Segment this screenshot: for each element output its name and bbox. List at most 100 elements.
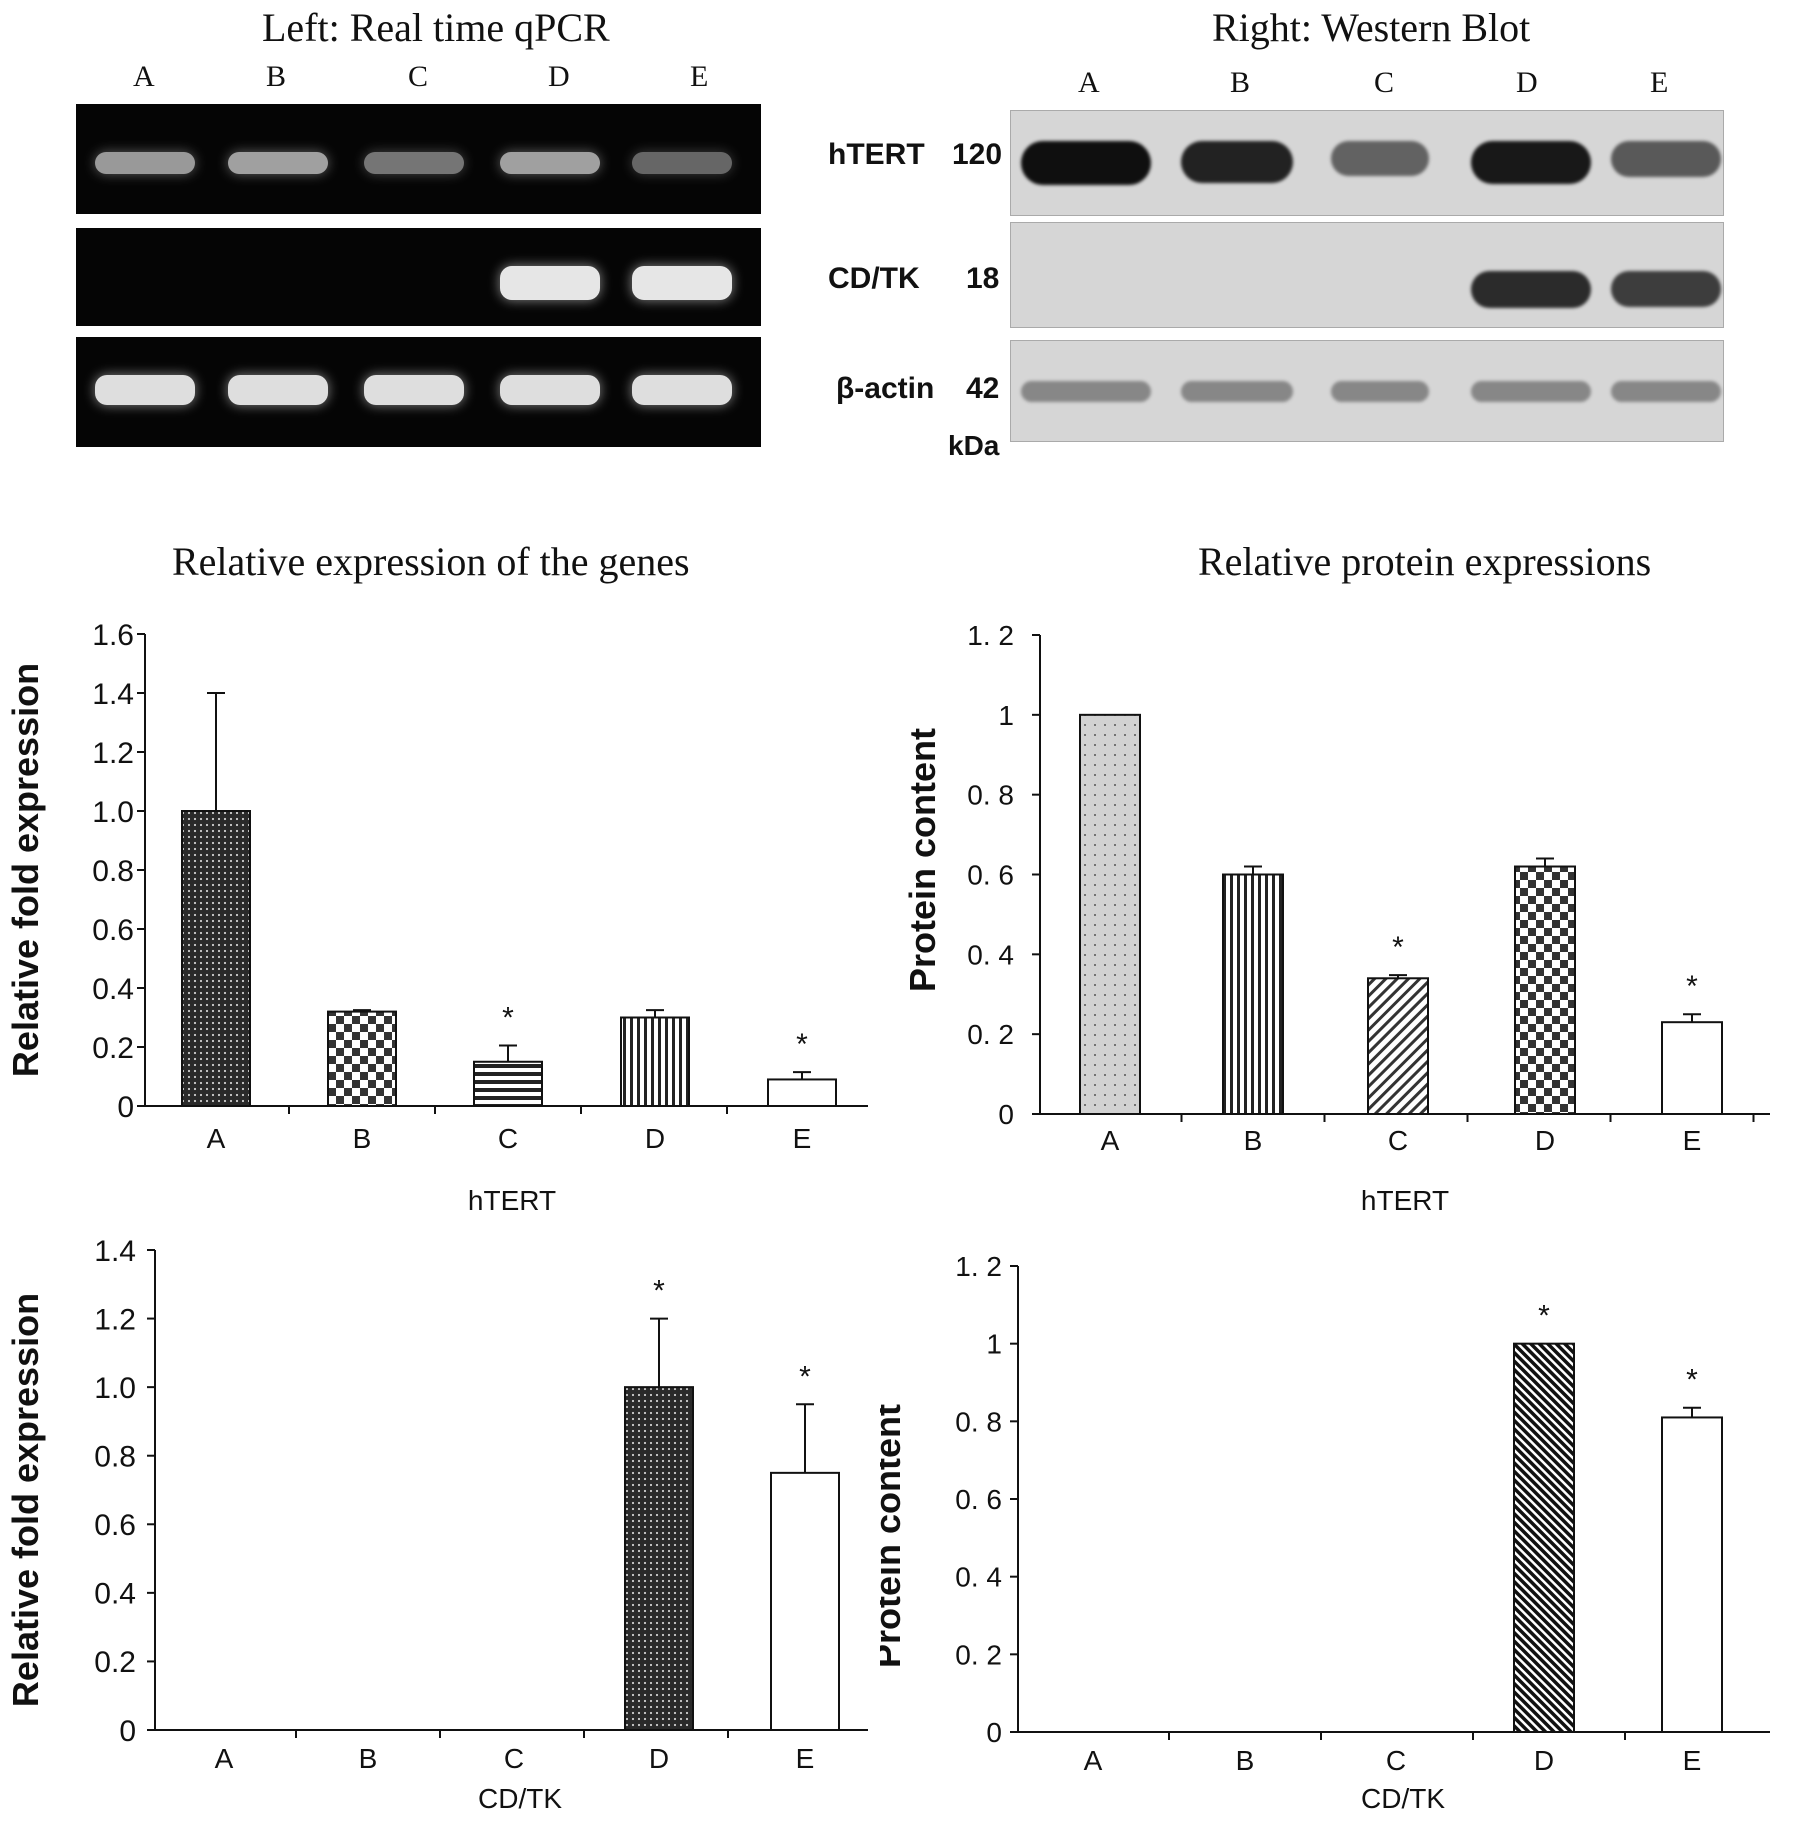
bar [327, 1010, 397, 1108]
gel-row [76, 228, 761, 326]
blot-band [1331, 141, 1429, 177]
gel-band [500, 152, 600, 174]
gel-lane-label: C [408, 60, 429, 93]
y-tick-label: 0. 6 [967, 860, 1014, 891]
blot-row [1010, 110, 1724, 216]
gel-band [632, 152, 732, 174]
bar [1661, 1021, 1723, 1116]
blot-lane-label: E [1650, 66, 1669, 99]
y-tick-label: 0.4 [94, 1578, 136, 1611]
y-tick-label: 0. 2 [955, 1639, 1002, 1670]
y-tick-label: 0 [998, 1099, 1014, 1130]
category-label: D [645, 1123, 665, 1154]
blot-band [1021, 141, 1151, 185]
y-tick-label: 1.2 [92, 737, 134, 770]
blot-lane-label: C [1374, 66, 1395, 99]
chart-qpcr-cdtk: 0 0.2 0.4 0.6 0.8 1.0 1.2 1.4 A B C * D * E CD/TK Relati… [5, 1235, 868, 1814]
y-axis-label: Protein content [880, 1404, 908, 1668]
blot-band [1331, 381, 1429, 403]
gel-band [95, 152, 195, 174]
y-tick-label: 1. 2 [955, 1251, 1002, 1282]
blot-row-name: β-actin [836, 372, 935, 405]
category-label: E [793, 1123, 812, 1154]
y-tick-label: 0.4 [92, 973, 134, 1006]
category-label: E [1683, 1745, 1702, 1776]
blot-band [1471, 271, 1591, 309]
blot-row [1010, 340, 1724, 442]
x-axis-label: CD/TK [1361, 1783, 1445, 1814]
y-tick-label: 1.0 [92, 796, 134, 829]
bar [181, 810, 251, 1107]
y-tick-label: 0.2 [92, 1032, 134, 1065]
y-tick-label: 1 [998, 700, 1014, 731]
blot-row-size: 42 [966, 372, 1000, 405]
y-axis-label: Protein content [902, 728, 943, 992]
significance-mark: * [796, 1028, 808, 1061]
y-tick-label: 0.8 [94, 1441, 136, 1474]
bar [1513, 1342, 1575, 1734]
blot-row-name: CD/TK [828, 262, 920, 295]
blot-row-size: 120 [952, 138, 1003, 171]
y-tick-label: 1.6 [92, 619, 134, 652]
blot-band [1611, 141, 1721, 178]
blot-band [1471, 381, 1591, 403]
y-tick-label: 0 [119, 1715, 136, 1748]
y-tick-label: 0 [986, 1717, 1002, 1748]
y-axis-label: Relative fold expression [5, 1293, 46, 1707]
blot-unit-label: kDa [948, 430, 1000, 461]
category-label: A [1101, 1125, 1120, 1156]
gel-row [76, 104, 761, 214]
significance-mark: * [1392, 931, 1404, 964]
y-tick-label: 1.4 [94, 1235, 136, 1268]
category-label: D [1535, 1125, 1555, 1156]
category-label: A [207, 1123, 226, 1154]
gel-band [632, 375, 732, 405]
blot-band [1611, 271, 1721, 307]
y-axis-label: Relative fold expression [5, 663, 46, 1077]
bar [1661, 1416, 1723, 1733]
chart-wb-cdtk: 0 0. 2 0. 4 0. 6 0. 8 1 1. 2 A B C * D * E CD/TK Protei… [880, 1251, 1770, 1814]
y-tick-label: 0. 8 [967, 780, 1014, 811]
blot-row-name: hTERT [828, 138, 925, 171]
blot-lane-label: D [1516, 66, 1538, 99]
gel-band [228, 375, 328, 405]
bar [473, 1060, 543, 1107]
category-label: B [1236, 1745, 1255, 1776]
category-label: A [215, 1743, 234, 1774]
y-tick-label: 0. 2 [967, 1019, 1014, 1050]
y-tick-label: 0.8 [92, 855, 134, 888]
y-tick-label: 0. 8 [955, 1406, 1002, 1437]
category-label: C [1386, 1745, 1406, 1776]
x-axis-label: hTERT [1361, 1185, 1449, 1216]
y-tick-label: 0.6 [94, 1509, 136, 1542]
y-tick-label: 1. 2 [967, 620, 1014, 651]
gel-band [228, 152, 328, 174]
y-tick-label: 1.0 [94, 1372, 136, 1405]
gel-band [632, 266, 732, 300]
significance-mark: * [1686, 1364, 1698, 1397]
gel-band [364, 375, 464, 405]
blot-row-size: 18 [966, 262, 1000, 295]
bar [770, 1471, 840, 1731]
y-tick-label: 1.2 [94, 1303, 136, 1336]
x-axis-label: CD/TK [478, 1783, 562, 1814]
blot-lane-label: A [1078, 66, 1100, 99]
blot-band [1181, 381, 1293, 403]
proteins-section-title: Relative protein expressions [1198, 539, 1652, 584]
y-tick-label: 0.6 [92, 914, 134, 947]
gel-panel-title: Left: Real time qPCR [262, 5, 610, 50]
category-label: B [353, 1123, 372, 1154]
category-label: C [1388, 1125, 1408, 1156]
significance-mark: * [502, 1002, 514, 1035]
gel-lane-label: D [548, 60, 570, 93]
blot-row [1010, 222, 1724, 328]
category-label: E [1683, 1125, 1702, 1156]
blot-lane-label: B [1230, 66, 1251, 99]
x-axis-label: hTERT [468, 1185, 556, 1216]
y-tick-label: 0. 4 [967, 939, 1014, 970]
gel-lane-label: B [266, 60, 287, 93]
y-tick-label: 1.4 [92, 678, 134, 711]
significance-mark: * [1538, 1300, 1550, 1333]
blot-band [1021, 381, 1151, 403]
